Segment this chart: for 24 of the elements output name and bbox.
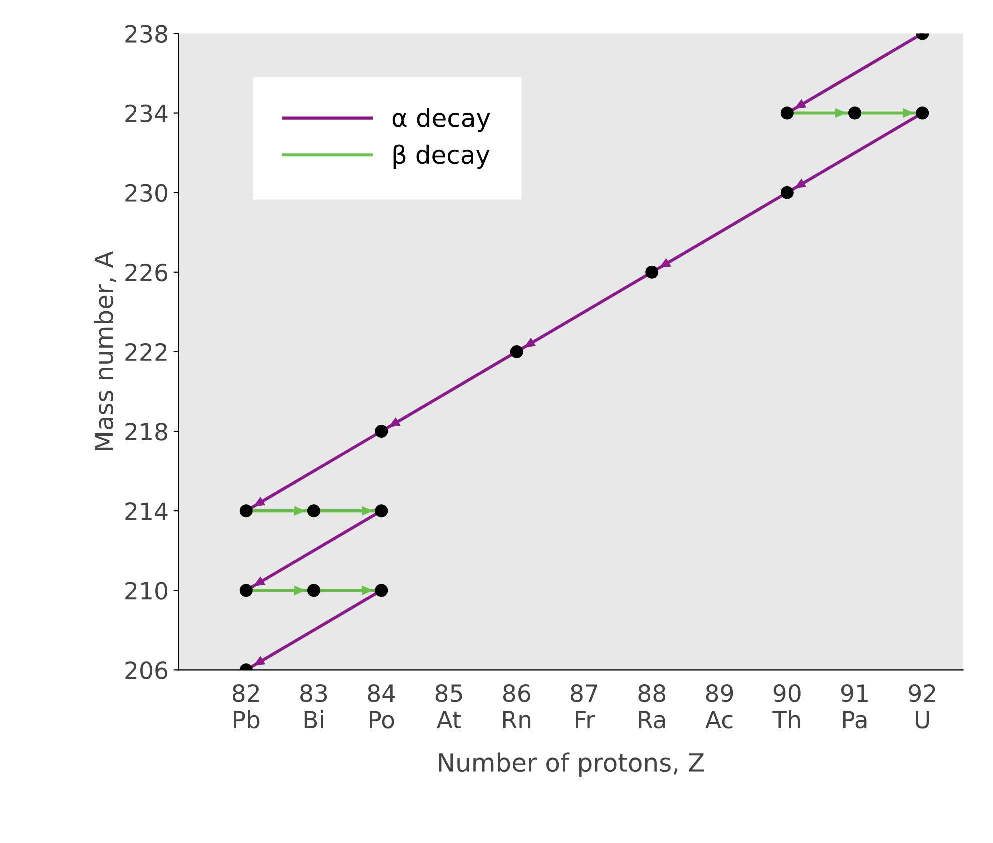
y-tick-label: 238 <box>126 25 168 44</box>
legend-label: α decay <box>392 108 490 132</box>
y-tick-label: 218 <box>126 422 168 441</box>
x-tick-label: 90 Th <box>772 684 801 728</box>
legend-label: β decay <box>394 144 490 170</box>
x-tick-label: 88 Ra <box>638 684 666 729</box>
x-tick-label: 91 Pa <box>841 684 868 729</box>
y-tick-label: 210 <box>126 582 168 600</box>
y-tick-label: 230 <box>126 184 168 202</box>
y-tick-label: 222 <box>126 343 167 361</box>
x-tick-label: 85 At <box>436 684 462 728</box>
x-tick-label: 83 Bi <box>300 684 328 728</box>
y-tick-label: 234 <box>126 104 168 123</box>
x-tick-label: 87 Fr <box>571 684 598 728</box>
y-tick-label: 226 <box>126 264 168 282</box>
x-axis-title: Number of protons, Z <box>439 752 704 778</box>
x-tick-label: 82 Pb <box>232 684 260 729</box>
x-tick-label: 89 Ac <box>706 684 734 729</box>
x-tick-label: 84 Po <box>368 684 396 729</box>
x-tick-label: 92 U <box>909 684 936 729</box>
y-axis-title: Mass number, A <box>94 251 116 450</box>
y-tick-label: 206 <box>126 662 168 680</box>
x-tick-label: 86 Rn <box>503 684 531 728</box>
y-tick-label: 214 <box>126 502 168 520</box>
